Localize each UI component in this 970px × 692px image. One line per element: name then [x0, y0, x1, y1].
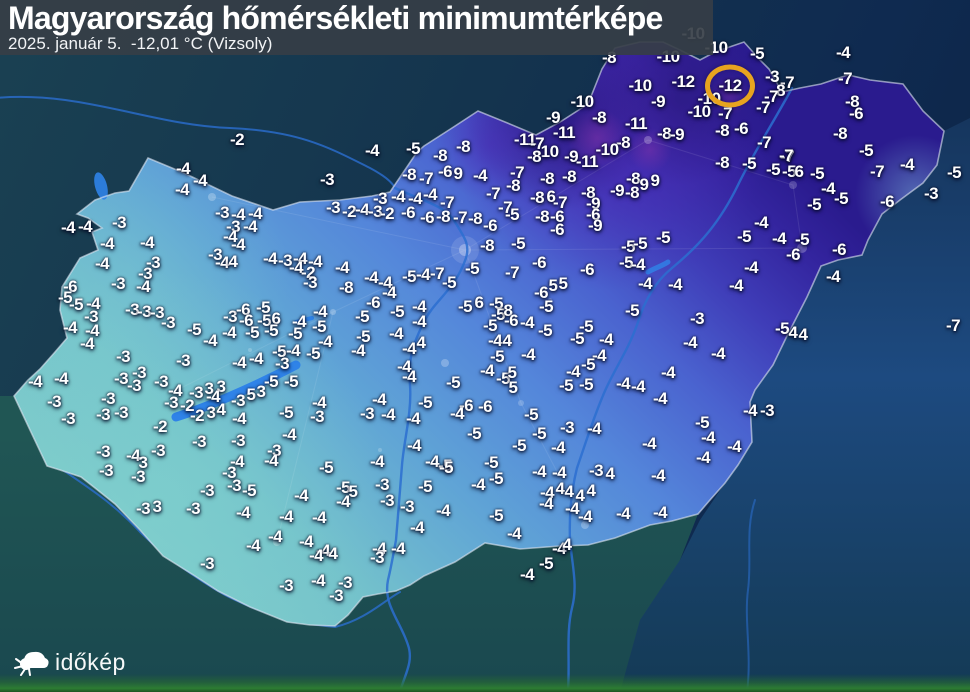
lake-velence: [294, 316, 314, 324]
rivers-inside: [385, 86, 794, 692]
page-subtitle: 2025. január 5. -12,01 °C (Vizsoly): [8, 34, 273, 53]
lake-ferto: [94, 172, 108, 200]
lake-balaton: [171, 360, 301, 422]
record-low-highlight-ring: [705, 64, 755, 108]
terrain-south-background: [0, 396, 698, 692]
city-glow-dots: [77, 136, 807, 546]
logo-text: időkép: [55, 649, 126, 675]
bottom-terrain-strip: [0, 674, 970, 692]
map-header: Magyarország hőmérsékleti minimumtérképe…: [0, 0, 713, 55]
idokep-cloud-sun-icon: [14, 644, 50, 681]
idokep-logo: időkép: [14, 644, 126, 681]
lake-tisza: [645, 259, 671, 275]
hungary-border-line: [13, 41, 945, 627]
lakes: [94, 172, 671, 422]
terrain-east-background: [620, 118, 970, 692]
tisza-river: [566, 86, 794, 692]
danube-river: [385, 186, 469, 692]
page-title: Magyarország hőmérsékleti minimumtérképe: [8, 0, 663, 36]
